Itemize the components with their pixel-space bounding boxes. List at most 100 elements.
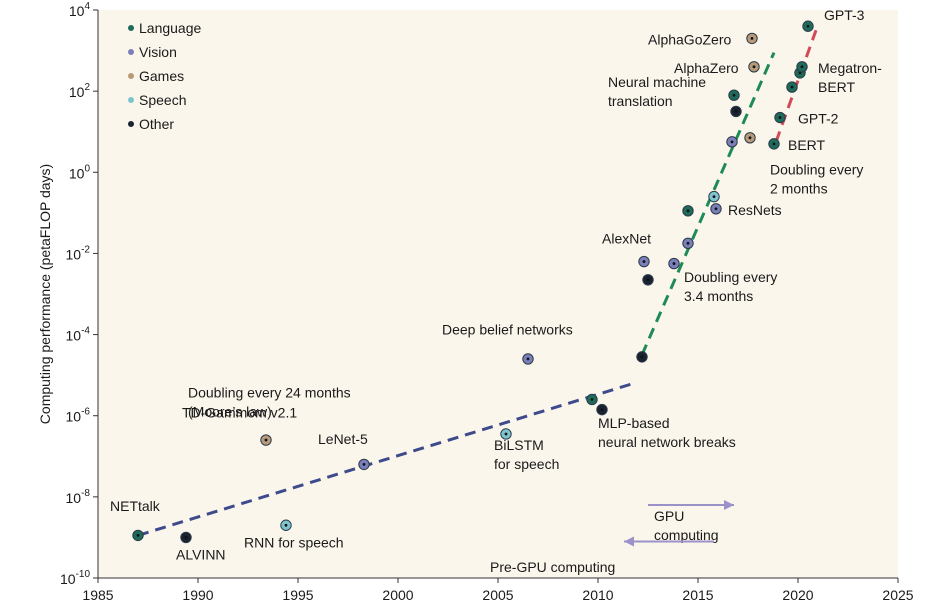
legend-label-language: Language [139,20,202,36]
trend-lines: Doubling every 24 months (Moore’s law) Dou… [137,29,863,537]
point-center [800,65,804,69]
y-tick-label: 10-2 [66,244,91,262]
annotation-12-line: AlphaGoZero [648,31,731,47]
point-annotations: NETtalk ALVINN TD-Gammom v2.1 RNN for speec… [110,7,882,563]
annotation-3: RNN for speech [244,535,344,551]
trend-label-0: Doubling every 24 months (Moore’s law) [188,384,351,419]
annotation-0-line: NETtalk [110,498,161,514]
legend-swatch-speech [128,97,134,103]
annotation-6: Deep belief networks [442,322,573,338]
point-center [526,357,530,361]
point-center [640,355,644,359]
x-tick-label: 1995 [282,587,313,603]
annotation-2: TD-Gammom v2.1 [182,405,297,421]
y-tick-exponent: -6 [81,407,90,418]
annotation-7-line: MLP-based [598,415,670,431]
y-axis-label: Computing performance (petaFLOP days) [37,164,53,424]
legend-label-other: Other [139,116,174,132]
point-center [778,116,782,119]
annotation-3-line: RNN for speech [244,535,344,551]
point-center [184,536,188,539]
trend-line-1 [640,51,776,356]
x-tick-label: 2020 [782,587,813,603]
point-center [672,262,676,265]
point-center [686,241,690,245]
arrow-label-0-line: GPU [654,508,684,524]
legend-label-speech: Speech [139,92,186,108]
point-center [712,195,716,199]
y-tick-exponent: 4 [84,1,90,12]
point-center [752,65,756,69]
annotation-2-line: TD-Gammom v2.1 [182,405,297,421]
point-center [136,534,140,537]
legend-label-games: Games [139,68,184,84]
point-center [504,432,508,436]
annotation-8: AlexNet [602,230,651,246]
annotation-9-line: ResNets [728,202,782,218]
annotation-15: GPT-2 [798,111,839,127]
annotation-9: ResNets [728,202,782,218]
trend-label-1-line: 3.4 months [684,288,753,304]
point-center [772,142,776,146]
legend-swatch-other [128,121,134,127]
x-tick-label: 2005 [482,587,513,603]
annotation-13-line: GPT-3 [824,7,865,23]
annotation-11: AlphaZero [674,60,739,76]
point-center [646,278,650,282]
plot-background [98,10,898,578]
y-tick-exponent: -10 [76,569,91,580]
trend-line-0 [137,381,635,537]
annotation-4-line: LeNet-5 [318,431,368,447]
point-center [590,398,594,401]
annotation-8-line: AlexNet [602,230,651,246]
y-tick-label: 10-8 [66,488,91,506]
y-tick-base: 10 [69,84,85,100]
x-tick-label: 1985 [82,587,113,603]
x-tick-label: 2025 [882,587,913,603]
computing-arrows: GPU computing Pre-GPU computing [490,499,734,575]
arrow-head-1 [624,536,634,547]
y-tick-base: 10 [66,246,82,262]
x-tick-label: 2010 [582,587,613,603]
y-tick-exponent: 0 [84,163,90,174]
arrow-label-0-line: computing [654,527,719,543]
axes: 1985 1990 1995 2000 2005 2010 2015 2020 20251041… [60,1,914,603]
x-tick-label: 1990 [182,587,213,603]
y-tick-label: 100 [69,163,91,181]
point-center [734,110,738,113]
y-tick-base: 10 [66,490,82,506]
legend-label-vision: Vision [139,44,177,60]
annotation-15-line: GPT-2 [798,111,839,127]
annotation-16: BERT [788,137,826,153]
annotation-1: ALVINN [176,547,226,563]
annotation-14-line: Megatron- [818,60,882,76]
annotation-6-line: Deep belief networks [442,322,573,338]
arrow-label-1-line: Pre-GPU computing [490,559,615,575]
y-tick-label: 10-6 [66,407,91,425]
y-tick-label: 10-10 [60,569,90,587]
annotation-16-line: BERT [788,137,826,153]
point-center [686,209,690,213]
point-center [642,260,646,263]
point-center [806,24,810,28]
y-tick-label: 10-4 [66,326,91,344]
point-center [714,207,718,211]
y-tick-exponent: -2 [81,244,90,255]
trend-label-1-line: Doubling every [684,269,777,285]
arrow-label-0: GPU computing [654,508,719,543]
point-center [362,463,366,466]
trend-label-2: Doubling every 2 months [770,161,863,196]
point-center [284,523,288,527]
annotation-10: Neural machine translation [608,74,706,109]
annotation-4: LeNet-5 [318,431,368,447]
y-tick-exponent: -8 [81,488,90,499]
y-tick-base: 10 [66,328,82,344]
y-tick-label: 102 [69,82,91,100]
annotation-7: MLP-based neural network breaks [598,415,736,450]
x-tick-label: 2000 [382,587,413,603]
annotation-10-line: Neural machine [608,74,706,90]
annotation-10-line: translation [608,93,673,109]
y-tick-label: 104 [69,1,91,19]
annotation-7-line: neural network breaks [598,434,736,450]
legend-swatch-games [128,73,134,79]
